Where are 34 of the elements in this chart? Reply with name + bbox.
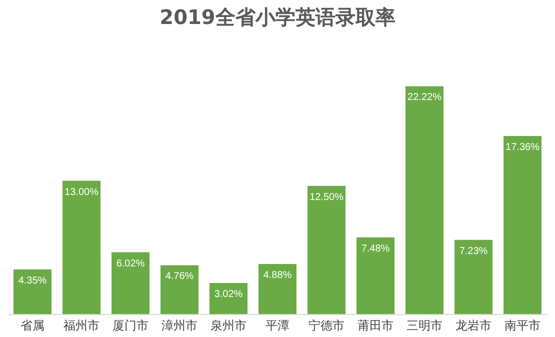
x-tick-label: 莆田市 xyxy=(358,318,394,332)
data-label: 7.23% xyxy=(459,246,488,257)
data-label: 7.48% xyxy=(361,243,390,254)
data-label: 17.36% xyxy=(506,142,540,154)
x-tick-label: 平潭 xyxy=(266,318,290,332)
data-label: 4.88% xyxy=(263,270,292,281)
x-tick-label: 福州市 xyxy=(64,318,100,332)
data-label: 13.00% xyxy=(64,186,99,198)
data-label: 22.22% xyxy=(408,92,442,104)
bar xyxy=(258,264,296,314)
bar xyxy=(504,136,542,314)
bar xyxy=(14,269,52,314)
bar xyxy=(62,180,100,314)
bar xyxy=(160,265,198,314)
chart-title: 2019全省小学英语录取率 xyxy=(160,5,396,29)
data-label: 3.02% xyxy=(214,289,243,300)
x-tick-label: 龙岩市 xyxy=(456,318,492,332)
bar xyxy=(356,237,394,314)
data-label: 12.50% xyxy=(310,192,344,203)
x-tick-label: 南平市 xyxy=(504,318,540,332)
bar xyxy=(406,86,444,314)
data-label: 4.35% xyxy=(18,275,47,286)
bar xyxy=(112,252,150,314)
bar xyxy=(210,283,248,314)
x-tick-label: 厦门市 xyxy=(112,318,148,332)
data-label: 4.76% xyxy=(165,271,194,282)
bar xyxy=(308,186,346,314)
x-tick-label: 三明市 xyxy=(406,318,442,332)
data-label: 6.02% xyxy=(116,258,145,270)
x-tick-label: 宁德市 xyxy=(308,318,344,332)
x-tick-label: 漳州市 xyxy=(162,318,198,332)
bar xyxy=(454,240,492,314)
x-tick-label: 省属 xyxy=(20,318,44,332)
x-tick-label: 泉州市 xyxy=(210,318,246,332)
